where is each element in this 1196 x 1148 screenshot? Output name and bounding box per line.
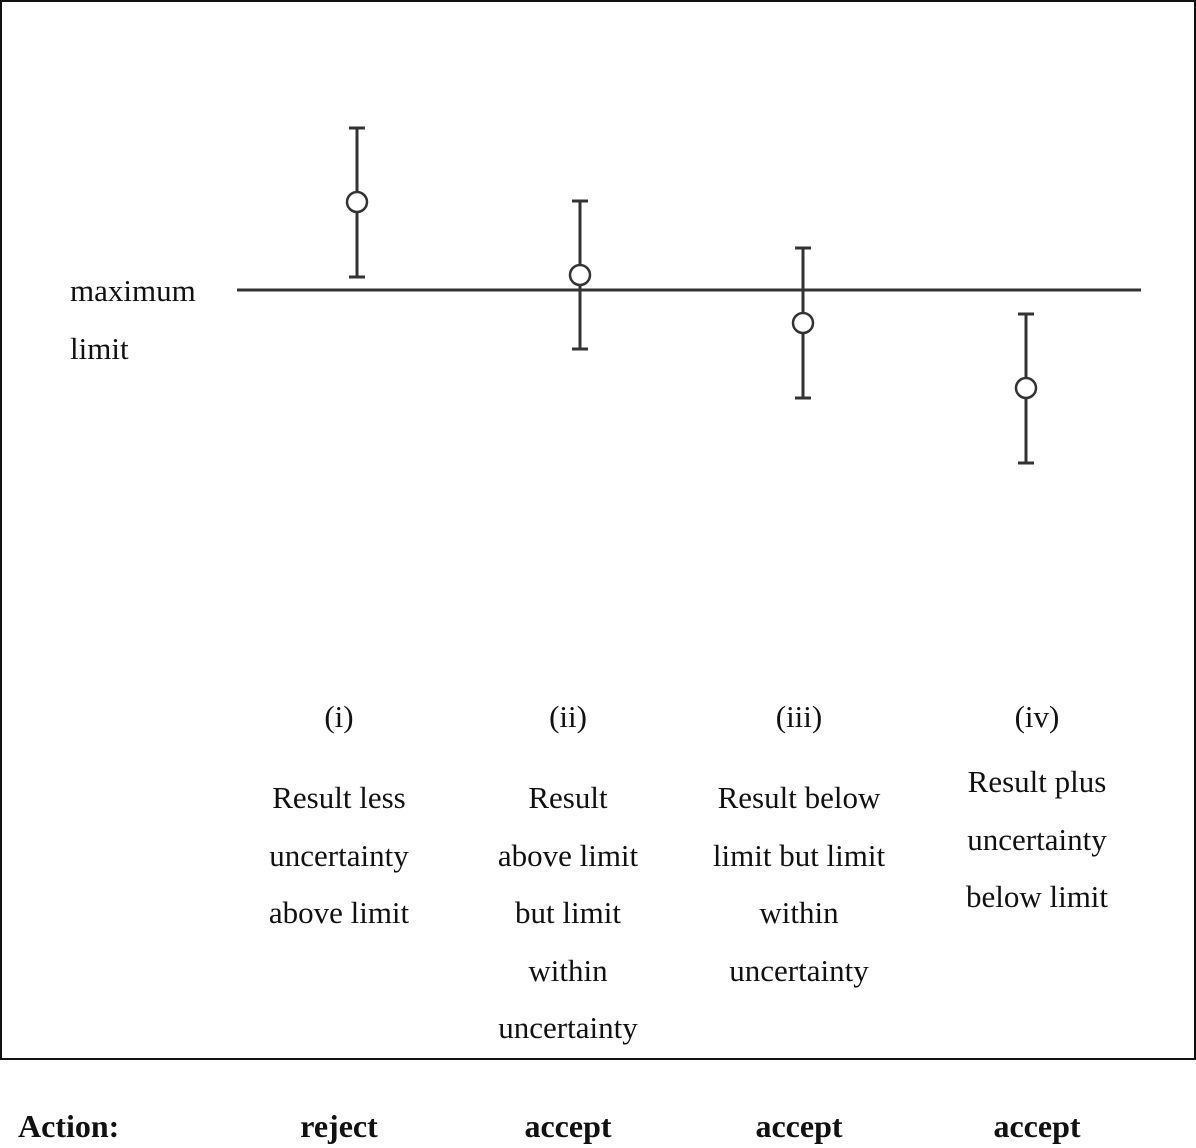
action-iii: accept: [755, 1108, 843, 1144]
case-numeral: (iii): [775, 699, 823, 734]
case-description-line: within: [759, 895, 839, 930]
case-description-line: but limit: [515, 895, 621, 930]
case-description-line: uncertainty: [967, 821, 1107, 857]
action-ii: accept: [524, 1108, 612, 1144]
case-description-line: uncertainty: [729, 952, 869, 988]
case-iii: (iii) Result below limit but limit withi…: [689, 697, 909, 999]
case-description-line: uncertainty: [498, 1010, 638, 1045]
error-bar-iv: [1014, 312, 1038, 465]
case-description-line: Result below: [717, 780, 881, 815]
action-label: Action:: [18, 1108, 120, 1144]
maximum-limit-label: maximum limit: [70, 262, 250, 378]
case-description-line: limit but limit: [712, 837, 886, 873]
result-marker-ii: [568, 263, 592, 287]
uncertainty-plot: [237, 126, 1141, 465]
result-marker-iv: [1014, 376, 1038, 400]
diagram-frame: [0, 0, 1196, 1060]
case-description-line: uncertainty: [269, 837, 409, 873]
case-description-line: below limit: [965, 879, 1109, 914]
error-bar-iii: [791, 246, 815, 400]
case-description-line: Result plus: [967, 764, 1107, 799]
error-bar-ii: [568, 199, 592, 351]
limit-label-line: limit: [70, 331, 129, 366]
case-iv: (iv) Result plus uncertainty below limit: [927, 697, 1147, 926]
case-numeral: (ii): [549, 699, 587, 734]
case-description-line: above limit: [497, 837, 639, 873]
case-numeral: (i): [324, 699, 354, 734]
case-description-line: within: [528, 952, 608, 988]
action-i: reject: [300, 1108, 378, 1144]
result-marker-iii: [791, 311, 815, 335]
case-ii: (ii) Result above limit but limit within…: [458, 697, 678, 1057]
error-bar-i: [345, 126, 369, 279]
action-iv: accept: [993, 1108, 1081, 1144]
limit-label-line: maximum: [70, 273, 196, 308]
case-description-line: Result: [528, 780, 608, 815]
case-i: (i) Result less uncertainty above limit: [229, 697, 449, 942]
case-numeral: (iv): [1014, 699, 1060, 734]
case-description-line: Result less: [272, 780, 406, 815]
result-marker-i: [345, 190, 369, 214]
case-description-line: above limit: [268, 895, 410, 930]
